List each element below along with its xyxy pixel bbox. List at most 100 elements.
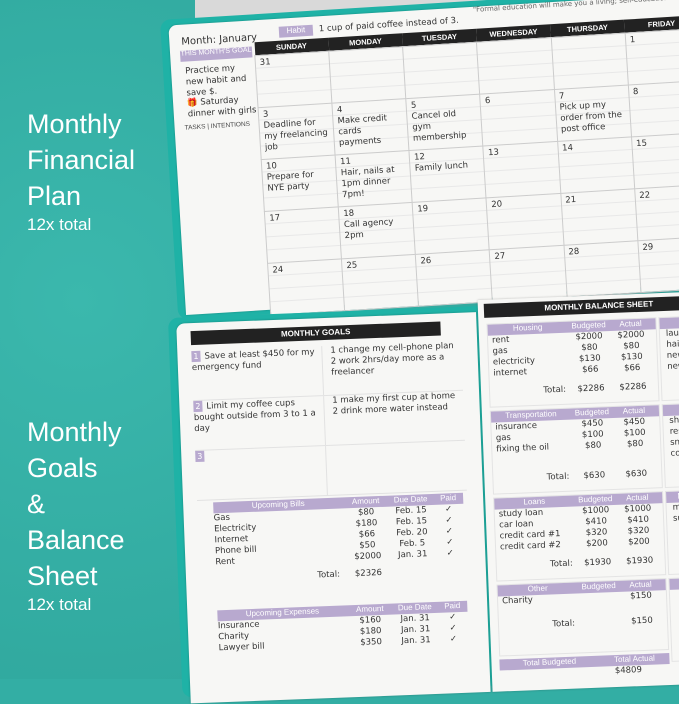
calendar-day-cell: 22 bbox=[634, 184, 679, 240]
day-number: 1 bbox=[629, 31, 679, 46]
calendar-day-cell: 27 bbox=[490, 245, 567, 301]
section-total-row: Total:$2286$2286 bbox=[490, 381, 658, 398]
balance-item: snacks bbox=[664, 435, 679, 449]
quote: "Formal education will make you a living… bbox=[473, 0, 679, 16]
day-note bbox=[333, 49, 398, 53]
section-header: Food bbox=[663, 402, 679, 416]
total-value bbox=[579, 617, 621, 630]
balance-cell: fixing the oil bbox=[496, 442, 572, 456]
reward-text: Saturday dinner with girls bbox=[188, 95, 257, 119]
balance-cell: $200 bbox=[576, 538, 618, 551]
balance-item: laundry bbox=[660, 326, 679, 340]
balance-cell: $200 bbox=[618, 536, 660, 549]
goal-number-badge: 2 bbox=[193, 401, 202, 412]
day-number: 31 bbox=[259, 54, 325, 69]
day-note: Prepare for NYE party bbox=[266, 168, 332, 194]
caption-sub: 12x total bbox=[27, 214, 135, 236]
day-note: Call agency 2pm bbox=[344, 216, 410, 242]
total-value: $2286 bbox=[570, 383, 612, 396]
calendar-day-cell: 17 bbox=[264, 206, 341, 262]
total-label: Total: bbox=[216, 569, 346, 585]
calendar-day-cell: 29 bbox=[638, 236, 679, 292]
balance-item: restaurants bbox=[664, 424, 679, 438]
section-total-row: Total:$630$630 bbox=[493, 468, 661, 485]
month-label: Month: January bbox=[181, 32, 257, 48]
balance-cell: $80 bbox=[572, 440, 614, 453]
calendar-day-cell: 28 bbox=[564, 240, 641, 296]
day-note bbox=[555, 35, 620, 39]
caption-line: Monthly bbox=[27, 106, 135, 142]
balance-right-section: Foodshoppingrestaurantssnackscoffee bbox=[662, 401, 679, 488]
calendar-day-cell bbox=[551, 33, 628, 89]
day-number: 22 bbox=[639, 187, 679, 202]
caption-line: Goals bbox=[27, 450, 125, 486]
goal-number-badge: 1 bbox=[191, 351, 200, 362]
day-number bbox=[333, 49, 398, 53]
calendar-day-cell: 6 bbox=[480, 89, 557, 145]
expenses-cell: Jan. 31 bbox=[393, 635, 438, 648]
total-value: $630 bbox=[615, 468, 657, 481]
total-value: $1930 bbox=[577, 557, 619, 570]
section-header: Other bbox=[669, 576, 679, 590]
day-number: 6 bbox=[485, 92, 551, 107]
calendar-day-cell: 15 bbox=[631, 132, 679, 188]
total-value: $2286 bbox=[612, 381, 654, 394]
day-number: 13 bbox=[488, 144, 554, 159]
caption-line: Sheet bbox=[27, 558, 125, 594]
bills-total-row: Total:$2326 bbox=[216, 565, 466, 586]
day-number bbox=[481, 40, 546, 44]
goal-label: THIS MONTH'S GOAL bbox=[180, 46, 253, 61]
caption-financial-plan: Monthly Financial Plan 12x total bbox=[27, 106, 135, 236]
total-label: Total: bbox=[493, 472, 573, 486]
calendar-day-cell: 13 bbox=[483, 141, 560, 197]
bills-cell: Jan. 31 bbox=[390, 549, 435, 562]
calendar-page: Month: January Habit 1 cup of paid coffe… bbox=[168, 0, 679, 315]
total-value: $630 bbox=[573, 470, 615, 483]
day-note: Pick up my order from the post office bbox=[559, 98, 626, 135]
section-header: Medical and He bbox=[666, 489, 679, 503]
balance-cell: credit card #2 bbox=[500, 540, 576, 554]
day-number: 20 bbox=[491, 196, 557, 211]
calendar-day-cell: 19 bbox=[412, 197, 489, 253]
goal-steps bbox=[325, 441, 462, 495]
caption-line: & bbox=[27, 486, 125, 522]
balance-item: new lipstick bbox=[661, 348, 679, 362]
day-number bbox=[407, 44, 472, 48]
day-number: 25 bbox=[346, 257, 412, 272]
total-value: $2326 bbox=[346, 568, 391, 581]
balance-right-section: Other bbox=[668, 575, 679, 662]
balance-cell: $80 bbox=[614, 438, 656, 451]
balance-item: supplements bbox=[667, 511, 679, 525]
day-note: Hair, nails at 1pm dinner 7pm! bbox=[340, 164, 407, 201]
caption-line: Monthly bbox=[27, 414, 125, 450]
calendar-day-cell bbox=[477, 37, 554, 93]
goal-step: 2 work 2hrs/day more as a freelancer bbox=[331, 352, 458, 379]
day-number: 14 bbox=[562, 139, 628, 154]
balance-item: massage bbox=[666, 500, 679, 514]
day-number: 26 bbox=[420, 252, 486, 267]
day-number: 24 bbox=[272, 261, 338, 276]
day-number bbox=[555, 35, 620, 39]
goal-text: 3 bbox=[195, 446, 327, 500]
caption-sub: 12x total bbox=[27, 594, 125, 616]
calendar-day-cell: 21 bbox=[560, 188, 637, 244]
total-label: Total: bbox=[490, 385, 570, 399]
day-number: 28 bbox=[568, 243, 634, 258]
balance-cell: $66 bbox=[569, 364, 611, 377]
balance-cell: internet bbox=[493, 366, 569, 380]
day-number: 29 bbox=[642, 239, 679, 254]
caption-line: Balance bbox=[27, 522, 125, 558]
bills-cell: $2000 bbox=[345, 551, 390, 564]
day-note bbox=[407, 44, 472, 48]
